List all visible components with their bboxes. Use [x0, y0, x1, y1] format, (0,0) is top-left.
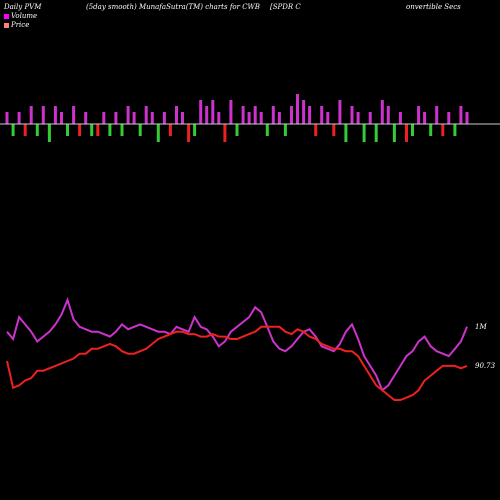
- volume-bar: [386, 106, 390, 124]
- volume-bar: [314, 124, 318, 136]
- volume-bar: [241, 106, 245, 124]
- volume-bar: [332, 124, 336, 136]
- volume-bar: [423, 112, 427, 124]
- volume-bar: [168, 124, 172, 136]
- volume-bar: [211, 100, 215, 124]
- volume-bar: [175, 106, 178, 124]
- volume-bar: [350, 106, 354, 124]
- volume-bar: [217, 112, 221, 124]
- legend-volume-swatch: [4, 13, 9, 19]
- volume-bar: [5, 112, 9, 124]
- volume-bar: [435, 106, 439, 124]
- price-end-label: 90.73: [475, 362, 496, 370]
- volume-bar: [41, 106, 45, 124]
- volume-bar: [53, 106, 57, 124]
- volume-bar: [368, 112, 372, 124]
- volume-bar: [193, 124, 197, 136]
- volume-bar: [78, 124, 82, 136]
- volume-bar: [199, 100, 203, 124]
- volume-bar: [35, 124, 39, 136]
- volume-bar: [23, 124, 27, 136]
- header-middle: (5day smooth) MunafaSutra(TM) charts for…: [86, 3, 260, 11]
- volume-bar: [156, 124, 160, 142]
- volume-bar: [84, 112, 88, 124]
- volume-bar: [60, 112, 63, 124]
- legend-price: Price: [4, 21, 29, 29]
- volume-bar: [362, 124, 366, 142]
- volume-bar: [344, 124, 348, 142]
- volume-bar: [447, 112, 451, 124]
- volume-bar: [302, 100, 306, 124]
- header-left: Daily PVM: [4, 3, 42, 11]
- volume-bar: [417, 106, 421, 124]
- volume-bar: [326, 112, 330, 124]
- volume-bar: [120, 124, 124, 136]
- volume-bar: [392, 124, 396, 142]
- volume-bar: [459, 106, 463, 124]
- volume-bar: [29, 106, 33, 124]
- volume-bar: [144, 106, 148, 124]
- volume-bar: [356, 112, 360, 124]
- volume-bar: [17, 112, 21, 124]
- volume-bar: [205, 106, 209, 124]
- volume-bar: [96, 124, 100, 136]
- volume-bar: [259, 112, 263, 124]
- volume-bar: [229, 100, 233, 124]
- volume-bar: [271, 106, 275, 124]
- volume-bar: [441, 124, 445, 136]
- volume-bar: [47, 124, 51, 142]
- volume-bar: [277, 112, 281, 124]
- volume-bar: [138, 124, 142, 136]
- volume-bar: [296, 94, 299, 124]
- volume-bar: [66, 124, 69, 136]
- legend-volume-label: Volume: [11, 12, 38, 20]
- volume-end-label: 1M: [475, 323, 487, 331]
- volume-line: [6, 297, 468, 392]
- volume-bar: [374, 124, 378, 142]
- volume-bar: [150, 112, 154, 124]
- volume-bar: [72, 106, 76, 124]
- header-right-a: [SPDR C: [270, 3, 301, 11]
- volume-bar: [162, 112, 166, 124]
- volume-bar: [411, 124, 414, 136]
- volume-bars: [5, 94, 469, 142]
- volume-bar: [126, 106, 130, 124]
- volume-bar: [181, 112, 184, 124]
- volume-bar: [247, 112, 251, 124]
- volume-bar: [290, 106, 293, 124]
- volume-bar: [398, 112, 402, 124]
- header-right-b: onvertible Secs: [406, 3, 461, 11]
- volume-bar: [320, 106, 324, 124]
- volume-bar: [187, 124, 191, 142]
- volume-bar: [114, 112, 118, 124]
- price-line: [6, 325, 468, 401]
- volume-bar: [235, 124, 239, 136]
- volume-bar: [11, 124, 15, 136]
- legend-volume: Volume: [4, 12, 37, 20]
- volume-bar: [283, 124, 287, 136]
- volume-bar: [405, 124, 408, 142]
- volume-bar: [308, 106, 312, 124]
- volume-bar: [132, 112, 136, 124]
- volume-bar: [429, 124, 433, 136]
- volume-bar: [102, 112, 106, 124]
- legend-price-label: Price: [11, 21, 30, 29]
- volume-bar: [453, 124, 457, 136]
- volume-bar: [90, 124, 94, 136]
- volume-bar: [223, 124, 227, 142]
- volume-bar: [380, 100, 384, 124]
- volume-bar: [465, 112, 469, 124]
- volume-bar: [338, 100, 342, 124]
- volume-bar: [265, 124, 269, 136]
- volume-bar: [253, 106, 257, 124]
- legend-price-swatch: [4, 22, 9, 28]
- volume-bar: [108, 124, 112, 136]
